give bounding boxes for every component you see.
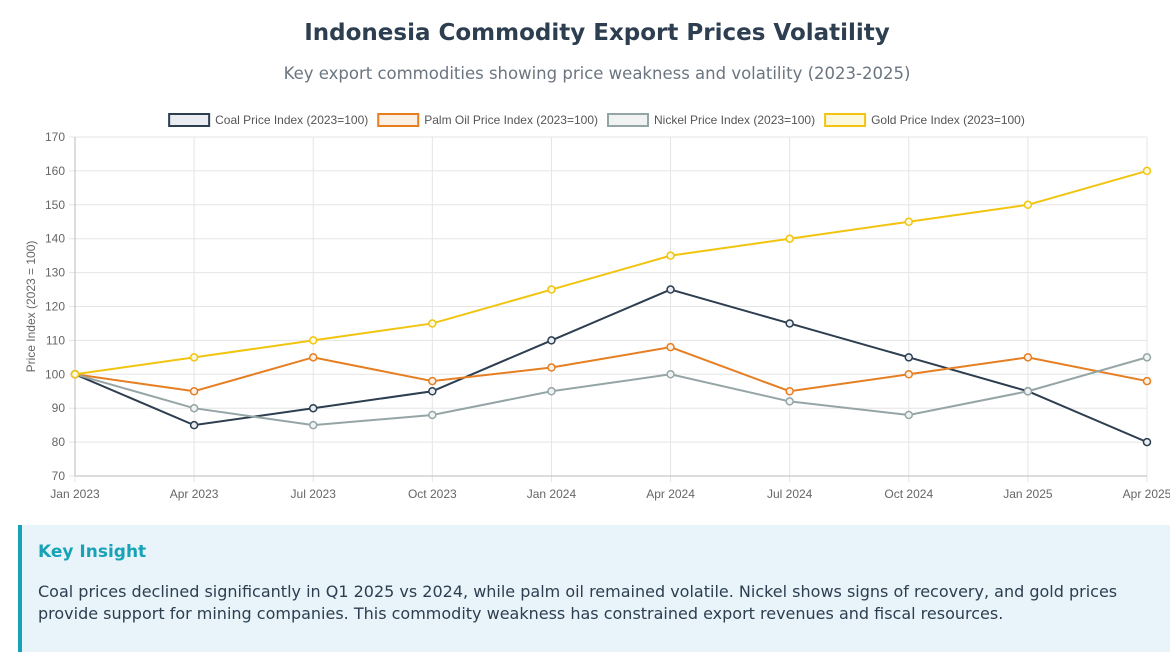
legend-item: Gold Price Index (2023=100) bbox=[824, 113, 1025, 127]
line-chart: 70 80 90 100 110 120 130 140 150 160 170 Jan 2023 Ap… bbox=[24, 113, 1170, 501]
legend-label: Coal Price Index (2023=100) bbox=[215, 113, 368, 127]
x-tick-label: Oct 2024 bbox=[884, 487, 933, 501]
y-tick-label: 70 bbox=[52, 469, 66, 483]
data-point bbox=[1142, 166, 1152, 176]
data-point bbox=[785, 319, 794, 328]
data-point bbox=[666, 342, 675, 352]
legend-swatch bbox=[168, 113, 211, 127]
data-point bbox=[904, 410, 914, 420]
legend-swatch bbox=[377, 113, 420, 127]
data-point bbox=[189, 420, 199, 430]
data-point bbox=[308, 403, 318, 413]
y-tick-label: 80 bbox=[52, 435, 66, 449]
data-point bbox=[547, 336, 556, 345]
data-point bbox=[904, 217, 914, 226]
data-point bbox=[189, 353, 199, 362]
x-tick-label: Jul 2024 bbox=[767, 487, 813, 501]
x-tick-label: Apr 2025 bbox=[1123, 487, 1170, 501]
data-point bbox=[666, 370, 675, 379]
x-tick-label: Oct 2023 bbox=[408, 487, 457, 501]
y-tick-label: 170 bbox=[45, 130, 65, 144]
legend-item: Nickel Price Index (2023=100) bbox=[607, 113, 815, 127]
data-point bbox=[428, 376, 437, 386]
chart-subtitle: Key export commodities showing price wea… bbox=[283, 64, 911, 83]
data-point bbox=[547, 387, 556, 396]
legend-label: Gold Price Index (2023=100) bbox=[871, 113, 1025, 127]
legend-swatch bbox=[607, 113, 649, 127]
data-point bbox=[666, 285, 675, 294]
chart-title: Indonesia Commodity Export Prices Volati… bbox=[304, 20, 890, 46]
y-tick-label: 120 bbox=[45, 300, 65, 314]
series-nickel bbox=[70, 353, 1152, 430]
data-point bbox=[1023, 200, 1033, 210]
series-line bbox=[74, 169, 1148, 376]
y-tick-label: 140 bbox=[45, 232, 65, 246]
y-tick-label: 110 bbox=[46, 333, 65, 347]
series-line bbox=[74, 288, 1148, 444]
y-tick-label: 150 bbox=[45, 198, 65, 212]
insight-title: Key Insight bbox=[38, 542, 147, 562]
data-point bbox=[785, 387, 794, 396]
x-tick-label: Apr 2023 bbox=[170, 487, 219, 501]
y-tick-label: 130 bbox=[45, 266, 65, 280]
data-point bbox=[70, 370, 80, 379]
y-tick-label: 100 bbox=[45, 367, 65, 381]
data-point bbox=[1023, 353, 1033, 362]
data-point bbox=[1142, 437, 1152, 447]
data-point bbox=[308, 353, 318, 362]
data-point bbox=[904, 370, 914, 379]
data-point bbox=[1142, 353, 1152, 362]
insight-panel: Key Insight Coal prices declined signifi… bbox=[18, 525, 1170, 652]
y-tick-label: 90 bbox=[52, 401, 66, 415]
legend-label: Palm Oil Price Index (2023=100) bbox=[424, 113, 598, 127]
legend-swatch bbox=[824, 113, 867, 127]
series-coal bbox=[70, 285, 1152, 447]
data-point bbox=[547, 285, 556, 294]
data-point bbox=[428, 319, 437, 328]
series-gold bbox=[70, 166, 1152, 379]
data-point bbox=[308, 336, 318, 345]
series-line bbox=[74, 346, 1148, 393]
x-tick-label: Jan 2024 bbox=[527, 487, 577, 501]
series-line bbox=[74, 356, 1148, 427]
data-point bbox=[904, 353, 914, 362]
x-tick-label: Jan 2023 bbox=[50, 487, 100, 501]
x-tick-label: Apr 2024 bbox=[646, 487, 695, 501]
data-point bbox=[785, 397, 794, 406]
data-point bbox=[666, 251, 675, 260]
data-point bbox=[785, 234, 794, 243]
x-tick-label: Jul 2023 bbox=[291, 487, 337, 501]
data-point bbox=[189, 387, 199, 396]
legend-item: Coal Price Index (2023=100) bbox=[168, 113, 368, 127]
data-point bbox=[189, 403, 199, 413]
data-point bbox=[428, 410, 437, 420]
x-tick-label: Jan 2025 bbox=[1003, 487, 1053, 501]
y-tick-label: 160 bbox=[45, 164, 65, 178]
y-axis-label: Price Index (2023 = 100) bbox=[24, 241, 38, 373]
legend-label: Nickel Price Index (2023=100) bbox=[654, 113, 815, 127]
legend: Coal Price Index (2023=100) Palm Oil Pric… bbox=[168, 113, 1025, 127]
data-point bbox=[428, 387, 437, 396]
data-point bbox=[1142, 376, 1152, 386]
data-point bbox=[547, 363, 556, 372]
insight-text: Coal prices declined significantly in Q1… bbox=[38, 582, 1118, 623]
data-point bbox=[308, 420, 318, 430]
legend-item: Palm Oil Price Index (2023=100) bbox=[377, 113, 598, 127]
data-point bbox=[1023, 387, 1033, 396]
